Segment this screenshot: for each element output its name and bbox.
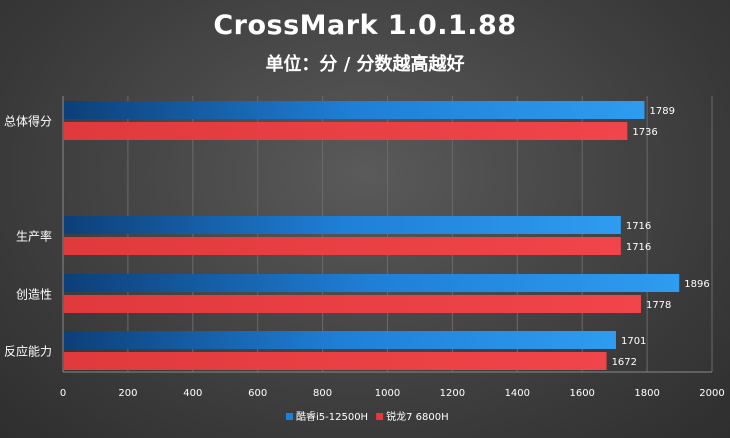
data-label: 1716 — [626, 221, 651, 232]
data-label: 1789 — [650, 106, 675, 117]
legend-swatch — [286, 413, 293, 420]
x-tick-label: 1800 — [634, 388, 659, 399]
bar — [64, 216, 621, 234]
legend-label: 锐龙7 6800H — [386, 410, 449, 423]
bars — [64, 101, 680, 370]
legend-label: 酷睿i5-12500H — [296, 410, 368, 423]
bar — [64, 274, 680, 292]
chart-title: CrossMark 1.0.1.88 — [213, 10, 517, 41]
bar — [64, 122, 628, 140]
bar — [64, 295, 641, 313]
data-label: 1736 — [632, 127, 657, 138]
legend: 酷睿i5-12500H 锐龙7 6800H — [286, 410, 449, 423]
x-tick-label: 600 — [248, 388, 267, 399]
x-tick-label: 1000 — [375, 388, 400, 399]
x-tick-label: 0 — [60, 388, 66, 399]
category-label: 反应能力 — [4, 344, 52, 359]
bar — [64, 101, 645, 119]
x-tick-label: 200 — [118, 388, 137, 399]
x-tick-label: 2000 — [699, 388, 724, 399]
legend-swatch — [376, 413, 384, 420]
x-tick-label: 1200 — [440, 388, 465, 399]
bar — [64, 352, 607, 370]
data-label: 1716 — [626, 242, 651, 253]
chart-subtitle: 单位：分 / 分数越高越好 — [265, 54, 465, 75]
labels: 0 200 400 600 800 1000 1200 1400 1600 1800 2000 总体得… — [4, 106, 725, 399]
x-tick-label: 1400 — [505, 388, 530, 399]
data-label: 1778 — [646, 300, 671, 311]
x-tick-label: 1600 — [569, 388, 594, 399]
data-label: 1701 — [621, 336, 646, 347]
category-label: 总体得分 — [4, 114, 52, 129]
x-tick-label: 400 — [183, 388, 202, 399]
bar — [64, 331, 616, 349]
category-label: 创造性 — [16, 288, 52, 302]
data-label: 1896 — [684, 279, 709, 290]
bar — [64, 237, 621, 255]
category-label: 生产率 — [16, 229, 52, 244]
data-label: 1672 — [612, 357, 637, 368]
x-tick-label: 800 — [313, 388, 332, 399]
